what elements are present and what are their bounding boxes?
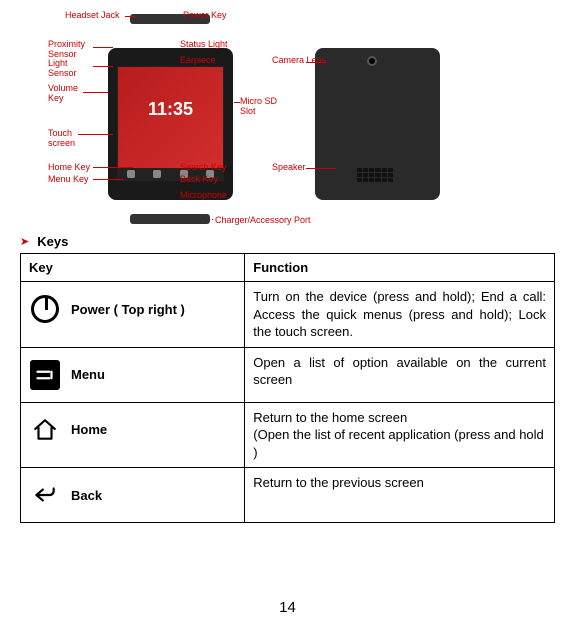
key-label: Back bbox=[71, 488, 102, 503]
ann-menu-key: Menu Key bbox=[48, 174, 89, 184]
camera-lens bbox=[367, 56, 377, 66]
ann-light-sensor: Light Sensor bbox=[48, 58, 77, 78]
key-function: Turn on the device (press and hold); End… bbox=[245, 282, 555, 348]
ann-camera-lens: Camera Lens bbox=[272, 55, 326, 65]
ann-search-key: Search Key bbox=[180, 162, 227, 172]
key-label: Home bbox=[71, 422, 107, 437]
ann-home-key: Home Key bbox=[48, 162, 90, 172]
ann-earpiece: Earpiece bbox=[180, 55, 216, 65]
menu-icon bbox=[29, 359, 61, 391]
ann-microsd: Micro SD Slot bbox=[240, 96, 277, 116]
ann-proximity: Proximity Sensor bbox=[48, 39, 85, 59]
table-row: Home Return to the home screen (Open the… bbox=[21, 402, 555, 468]
ann-back-key: Back Key bbox=[180, 174, 218, 184]
table-row: Menu Open a list of option available on … bbox=[21, 347, 555, 402]
ann-volume-key: Volume Key bbox=[48, 83, 78, 103]
header-function: Function bbox=[245, 254, 555, 282]
key-label: Power ( Top right ) bbox=[71, 302, 185, 317]
header-key: Key bbox=[21, 254, 245, 282]
ann-speaker: Speaker bbox=[272, 162, 306, 172]
ann-power-key: Power Key bbox=[183, 10, 227, 20]
phone-bottom-edge bbox=[130, 214, 210, 224]
key-function: Return to the home screen (Open the list… bbox=[245, 402, 555, 468]
home-icon bbox=[29, 414, 61, 446]
keys-table: Key Function Power ( Top right ) Turn on… bbox=[20, 253, 555, 523]
section-heading: ➤ Keys bbox=[20, 234, 555, 249]
ann-headset-jack: Headset Jack bbox=[65, 10, 120, 20]
speaker-grill bbox=[357, 168, 393, 182]
arrow-icon: ➤ bbox=[20, 235, 29, 248]
table-header-row: Key Function bbox=[21, 254, 555, 282]
ann-touch-screen: Touch screen bbox=[48, 128, 75, 148]
phone-diagram: 11:35 Headset Jack Power Key Proximity S… bbox=[20, 10, 555, 234]
power-icon bbox=[29, 293, 61, 325]
table-row: Back Return to the previous screen bbox=[21, 468, 555, 523]
table-row: Power ( Top right ) Turn on the device (… bbox=[21, 282, 555, 348]
back-icon bbox=[29, 479, 61, 511]
screen-clock: 11:35 bbox=[118, 67, 223, 120]
key-label: Menu bbox=[71, 367, 105, 382]
ann-status-light: Status Light bbox=[180, 39, 228, 49]
key-function: Return to the previous screen bbox=[245, 468, 555, 523]
phone-back-view bbox=[315, 48, 440, 200]
key-function: Open a list of option available on the c… bbox=[245, 347, 555, 402]
section-title: Keys bbox=[37, 234, 68, 249]
ann-microphone: Microphone bbox=[180, 190, 227, 200]
ann-charger: Charger/Accessory Port bbox=[215, 215, 311, 225]
page-number: 14 bbox=[0, 599, 575, 616]
